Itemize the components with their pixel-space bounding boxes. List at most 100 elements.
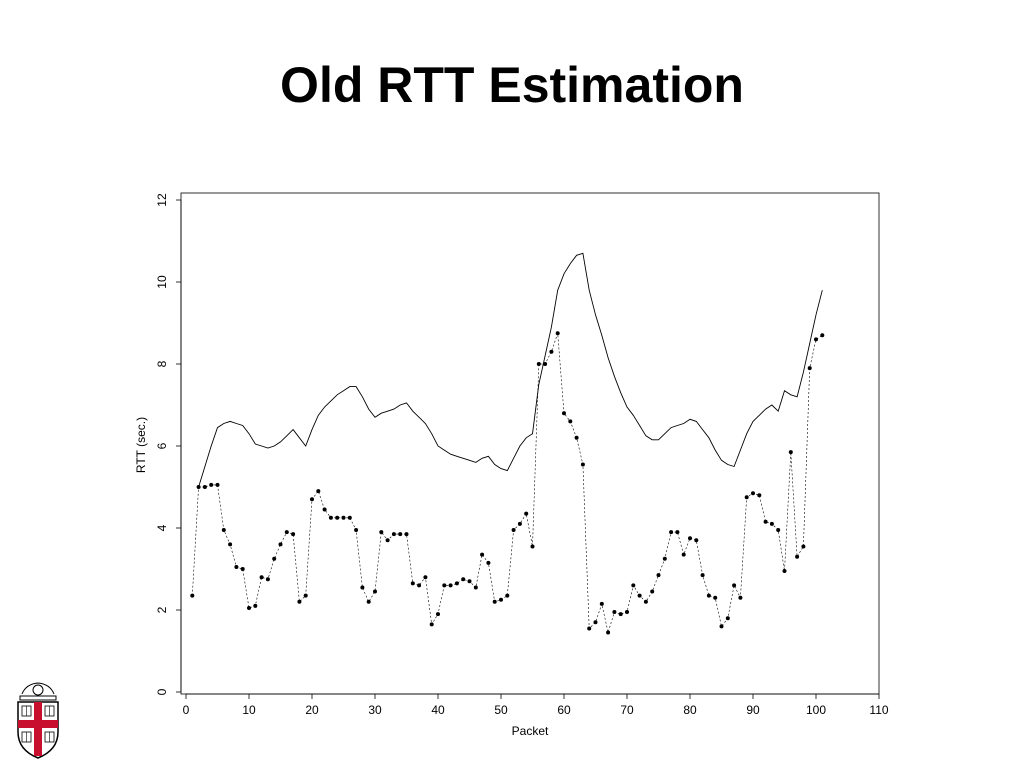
sample-point: [543, 362, 548, 366]
sample-point: [316, 489, 321, 494]
sample-point: [807, 366, 812, 371]
sample-point: [643, 599, 648, 604]
x-tick-label: 100: [806, 703, 826, 717]
sample-point: [461, 577, 466, 582]
sample-point: [795, 554, 800, 559]
sample-point: [259, 575, 264, 580]
sample-point: [410, 581, 415, 586]
sample-point: [436, 612, 440, 617]
sample-point: [524, 511, 529, 516]
sample-point: [310, 497, 314, 502]
sample-point: [379, 530, 384, 535]
sample-point: [562, 411, 566, 416]
y-tick-label: 8: [155, 360, 169, 367]
sample-point: [719, 624, 724, 629]
sample-point: [423, 575, 428, 580]
sample-point: [738, 595, 743, 600]
sample-point: [373, 589, 377, 594]
sample-point: [467, 579, 472, 584]
sample-point: [291, 532, 296, 537]
sample-point: [706, 593, 711, 598]
sample-point: [404, 532, 409, 537]
sample-point: [196, 485, 201, 489]
sample-point: [669, 530, 674, 535]
sample-point: [650, 589, 655, 594]
sample-point: [335, 515, 340, 520]
estimate-series-line: [198, 252, 823, 488]
sample-point: [272, 556, 277, 561]
sample-point: [732, 583, 737, 588]
sample-point: [820, 333, 825, 338]
sample-point: [486, 560, 491, 565]
sample-point: [202, 485, 207, 489]
x-axis-label: Packet: [512, 724, 549, 738]
plot-frame: [180, 192, 880, 695]
sample-point: [751, 491, 755, 496]
x-tick-label: 10: [242, 703, 256, 717]
sample-point: [574, 435, 579, 440]
x-tick-label: 80: [683, 703, 697, 717]
sample-point: [599, 601, 604, 606]
sample-point: [505, 593, 510, 598]
sample-point: [587, 626, 592, 631]
sample-point: [228, 542, 233, 547]
y-tick-label: 6: [155, 442, 169, 449]
sample-point: [448, 583, 453, 588]
x-tick-label: 0: [183, 703, 190, 717]
sample-point: [209, 482, 214, 487]
sample-point: [713, 595, 718, 600]
sample-point: [593, 620, 598, 625]
sample-point: [303, 593, 308, 598]
sample-point: [322, 507, 327, 512]
y-tick-label: 2: [155, 606, 169, 613]
sample-point: [341, 515, 346, 520]
sample-point: [517, 521, 522, 526]
sample-point: [681, 552, 686, 557]
sample-point: [580, 462, 585, 467]
sample-point: [366, 599, 371, 604]
sample-point: [398, 532, 403, 537]
y-tick-label: 10: [155, 275, 169, 289]
sample-point: [391, 532, 396, 537]
y-axis-label: RTT (sec.): [134, 417, 148, 473]
y-tick-label: 4: [155, 524, 169, 531]
sample-point: [530, 544, 535, 549]
sample-point: [788, 450, 793, 455]
series-layer: [190, 252, 825, 635]
sample-point: [688, 536, 692, 541]
x-tick-label: 40: [431, 703, 445, 717]
sample-point: [612, 610, 617, 614]
sample-point: [429, 622, 434, 627]
x-tick-label: 110: [869, 703, 888, 717]
sample-point: [499, 597, 503, 602]
sample-point: [555, 331, 560, 336]
sample-point: [511, 528, 516, 532]
sample-point: [215, 482, 220, 487]
sample-point: [675, 530, 680, 535]
sample-point: [637, 593, 642, 598]
sample-point: [631, 583, 636, 588]
sample-point: [782, 569, 787, 573]
x-tick-label: 90: [746, 703, 760, 717]
sample-point: [454, 581, 459, 586]
sample-point: [284, 530, 289, 535]
sample-point: [700, 573, 705, 578]
sample-point: [247, 606, 251, 610]
y-axis: 0 2 4 6 8 10 12: [155, 193, 182, 695]
sample-point: [354, 528, 359, 532]
university-shield-icon: [17, 682, 59, 759]
sample-point: [492, 599, 497, 604]
sample-point: [769, 521, 774, 526]
sample-point: [234, 565, 239, 569]
x-tick-label: 50: [494, 703, 508, 717]
sample-point: [360, 585, 365, 590]
sample-point: [347, 515, 352, 520]
sample-point: [253, 603, 258, 608]
sample-point: [606, 630, 611, 635]
sample-series-line: [192, 333, 823, 634]
y-tick-label: 12: [155, 193, 169, 207]
x-tick-label: 20: [305, 703, 319, 717]
sample-point: [814, 337, 818, 342]
x-axis: 0 10 20 30 40 50 60 70 80 90 100 110: [183, 693, 889, 717]
